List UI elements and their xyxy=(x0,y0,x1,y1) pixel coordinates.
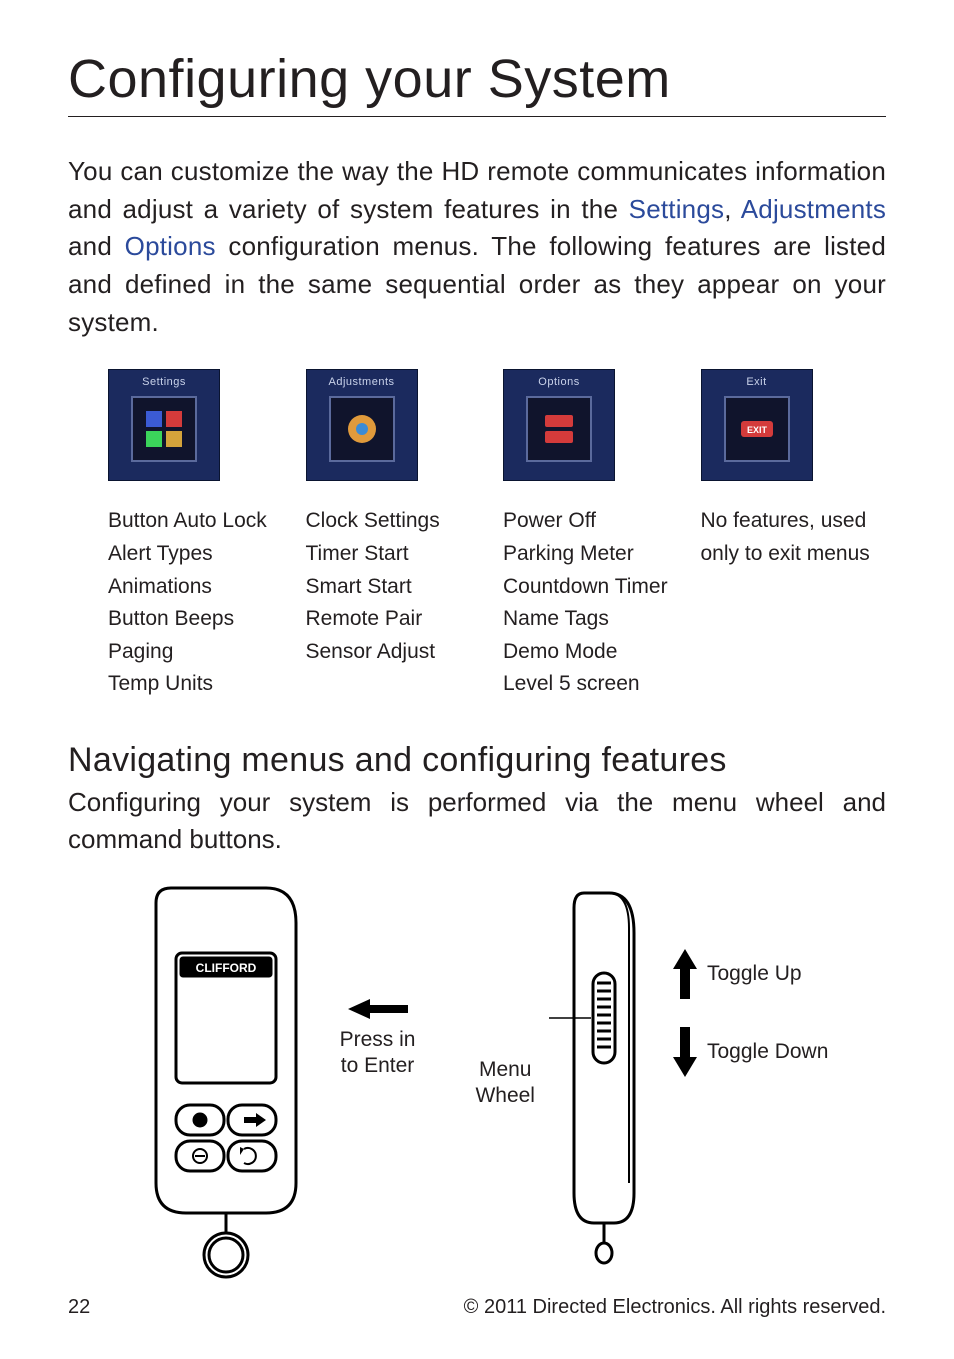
list-item: Paging xyxy=(108,636,294,669)
arrow-left-icon xyxy=(348,997,408,1021)
list-item: Alert Types xyxy=(108,538,294,571)
list-item: Power Off xyxy=(503,505,689,538)
list-item: Animations xyxy=(108,571,294,604)
remote-front-svg: CLIFFORD xyxy=(126,883,326,1283)
list-item: No features, used only to exit menus xyxy=(701,505,887,570)
remote-brand-label: CLIFFORD xyxy=(195,961,256,975)
options-icon-graphic xyxy=(526,396,592,462)
press-in-label-group: Press in to Enter xyxy=(340,997,416,1080)
adjustments-icon-graphic xyxy=(329,396,395,462)
menu-columns: Settings Button Auto Lock Alert Types An… xyxy=(108,369,886,700)
list-item: Countdown Timer xyxy=(503,571,689,604)
intro-sep2: and xyxy=(68,231,125,261)
adjustments-icon-label: Adjustments xyxy=(328,370,394,392)
list-item: Clock Settings xyxy=(306,505,492,538)
exit-icon-label: Exit xyxy=(746,370,766,392)
column-adjustments: Adjustments Clock Settings Timer Start S… xyxy=(306,369,492,700)
adjustments-link-word: Adjustments xyxy=(741,194,886,224)
intro-paragraph: You can customize the way the HD remote … xyxy=(68,153,886,341)
subsection-heading: Navigating menus and configuring feature… xyxy=(68,741,886,780)
remote-front-diagram: CLIFFORD Press in to Enter xyxy=(126,883,416,1283)
arrow-down-icon xyxy=(673,1027,697,1077)
copyright-text: © 2011 Directed Electronics. All rights … xyxy=(464,1296,886,1319)
toggle-labels: Toggle Up Toggle Down xyxy=(673,949,828,1077)
list-item: Remote Pair xyxy=(306,603,492,636)
remote-side-svg xyxy=(549,883,659,1283)
column-options: Options Power Off Parking Meter Countdow… xyxy=(503,369,689,700)
list-item: Name Tags xyxy=(503,603,689,636)
title-underline xyxy=(68,116,886,117)
remote-side-diagram: Menu Wheel xyxy=(475,883,828,1283)
toggle-down-label: Toggle Down xyxy=(707,1039,828,1065)
list-item: Demo Mode xyxy=(503,636,689,669)
diagram-row: CLIFFORD Press in to Enter Menu Wheel xyxy=(68,883,886,1283)
intro-sep1: , xyxy=(724,194,741,224)
column-settings: Settings Button Auto Lock Alert Types An… xyxy=(108,369,294,700)
page-title: Configuring your System xyxy=(68,48,886,110)
list-item: Temp Units xyxy=(108,668,294,701)
list-item: Button Auto Lock xyxy=(108,505,294,538)
press-in-label: Press in to Enter xyxy=(340,1027,416,1080)
list-item: Timer Start xyxy=(306,538,492,571)
list-item: Parking Meter xyxy=(503,538,689,571)
subsection-body: Configuring your system is performed via… xyxy=(68,784,886,859)
options-link-word: Options xyxy=(125,231,216,261)
settings-icon-label: Settings xyxy=(142,370,186,392)
options-icon-label: Options xyxy=(538,370,579,392)
options-menu-icon: Options xyxy=(503,369,615,481)
settings-icon-graphic xyxy=(131,396,197,462)
page-number: 22 xyxy=(68,1296,90,1319)
list-item: Sensor Adjust xyxy=(306,636,492,669)
menu-wheel-label: Menu Wheel xyxy=(475,1057,535,1110)
exit-menu-icon: Exit EXIT xyxy=(701,369,813,481)
list-item: Smart Start xyxy=(306,571,492,604)
list-item: Level 5 screen xyxy=(503,668,689,701)
svg-text:EXIT: EXIT xyxy=(746,425,767,435)
column-exit: Exit EXIT No features, used only to exit… xyxy=(701,369,887,700)
page-footer: 22 © 2011 Directed Electronics. All righ… xyxy=(68,1296,886,1319)
toggle-up-label: Toggle Up xyxy=(707,961,802,987)
arrow-up-icon xyxy=(673,949,697,999)
exit-icon-graphic: EXIT xyxy=(724,396,790,462)
list-item: Button Beeps xyxy=(108,603,294,636)
adjustments-menu-icon: Adjustments xyxy=(306,369,418,481)
settings-link-word: Settings xyxy=(629,194,725,224)
settings-menu-icon: Settings xyxy=(108,369,220,481)
